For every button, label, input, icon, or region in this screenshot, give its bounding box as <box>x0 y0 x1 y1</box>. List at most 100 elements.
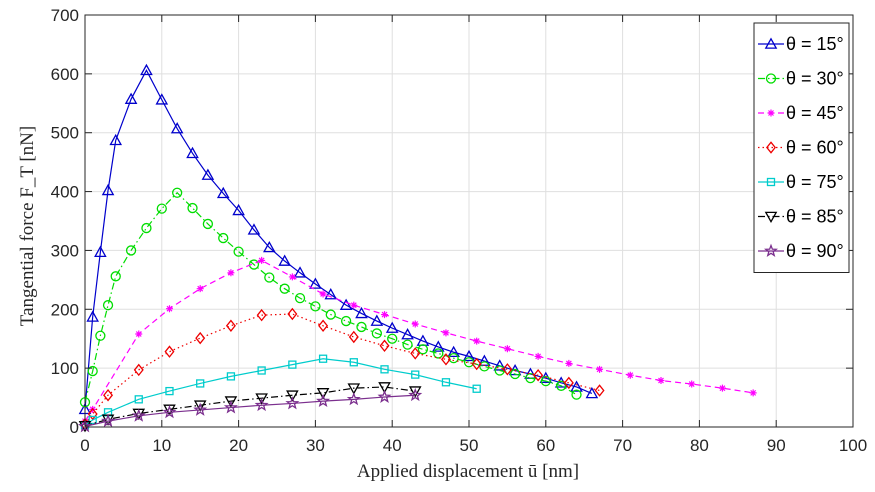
data-point <box>309 277 322 289</box>
data-point <box>258 256 266 264</box>
data-point <box>186 146 199 159</box>
data-point <box>325 309 336 320</box>
data-point <box>278 254 291 266</box>
legend: θ = 15° θ = 30° θ = 45° θ = 60° θ = 75° θ = 8… <box>753 22 850 273</box>
series-line <box>84 69 593 410</box>
series-line <box>84 358 477 426</box>
y-tick-label: 200 <box>51 300 79 319</box>
data-point <box>286 390 299 402</box>
data-point <box>355 306 368 319</box>
data-point <box>156 203 167 214</box>
data-point <box>263 240 276 253</box>
data-point <box>134 395 143 404</box>
x-tick-label: 10 <box>152 436 171 455</box>
data-point <box>763 243 779 257</box>
data-point <box>440 353 451 366</box>
data-point <box>196 379 205 388</box>
data-point <box>340 315 352 327</box>
plot-area <box>77 63 757 433</box>
x-tick-label: 80 <box>690 436 709 455</box>
data-point <box>379 339 390 353</box>
x-tick-label: 70 <box>613 436 632 455</box>
legend-entry: θ = 85° <box>758 207 844 227</box>
data-point <box>247 223 261 235</box>
data-point <box>462 349 476 362</box>
data-point <box>287 307 298 321</box>
series-4 <box>80 307 605 431</box>
data-point <box>556 380 567 391</box>
data-point <box>377 389 392 403</box>
series-line <box>84 259 754 422</box>
y-tick-label: 600 <box>51 65 79 84</box>
data-point <box>370 314 384 326</box>
data-point <box>348 330 359 344</box>
legend-entry: θ = 15° <box>758 34 844 54</box>
data-point <box>202 218 214 230</box>
series-line <box>84 313 600 425</box>
data-point <box>224 396 238 408</box>
data-point <box>347 383 361 395</box>
x-axis-label: Applied displacement ū [nm] <box>357 461 579 482</box>
data-point <box>255 393 268 405</box>
data-point <box>193 400 207 412</box>
data-point <box>525 372 536 384</box>
legend-entry: θ = 75° <box>758 172 844 192</box>
legend-label: θ = 30° <box>786 69 844 89</box>
legend-entry: θ = 30° <box>758 69 844 89</box>
data-point <box>227 269 235 277</box>
data-point <box>141 222 152 234</box>
data-point <box>657 377 665 385</box>
x-tick-label: 50 <box>460 436 479 455</box>
data-point <box>381 311 389 319</box>
data-point <box>479 361 490 372</box>
data-point <box>533 368 544 382</box>
data-point <box>371 328 382 339</box>
data-point <box>101 413 116 428</box>
data-point <box>279 283 290 294</box>
data-point <box>433 348 444 359</box>
data-point <box>502 363 513 376</box>
data-point <box>77 419 93 433</box>
data-point <box>223 400 238 414</box>
y-tick-label: 300 <box>51 241 79 260</box>
data-point <box>187 202 198 214</box>
series-line <box>84 191 577 403</box>
legend-entry: θ = 60° <box>758 138 844 158</box>
data-point <box>349 358 358 367</box>
y-axis-label: Tangential force F_T [nN] <box>17 126 38 326</box>
legend-entry: θ = 45° <box>758 103 844 123</box>
data-point <box>133 363 144 377</box>
x-tick-label: 100 <box>839 436 867 455</box>
data-point <box>131 408 146 422</box>
data-point <box>534 352 542 360</box>
data-point <box>88 415 97 425</box>
data-point <box>233 246 244 257</box>
data-point <box>402 339 413 350</box>
series-6 <box>78 382 422 433</box>
data-point <box>319 290 327 298</box>
x-tick-label: 60 <box>536 436 555 455</box>
data-point <box>324 288 338 300</box>
legend-label: θ = 85° <box>786 207 844 227</box>
data-point <box>195 331 206 345</box>
data-point <box>408 387 423 402</box>
data-point <box>565 359 573 367</box>
x-tick-label: 0 <box>80 436 89 455</box>
data-point <box>294 292 306 304</box>
legend-label: θ = 90° <box>786 241 844 261</box>
data-point <box>316 388 330 400</box>
data-point <box>585 386 599 399</box>
data-point <box>431 340 445 352</box>
data-point <box>87 407 98 421</box>
data-point <box>472 384 481 393</box>
data-point <box>165 305 173 313</box>
data-point <box>571 389 582 400</box>
series-7 <box>77 387 423 433</box>
data-point <box>124 92 138 104</box>
data-point <box>102 300 114 311</box>
legend-box <box>753 22 850 273</box>
data-point <box>339 298 353 310</box>
data-point <box>293 266 307 278</box>
data-point <box>471 357 482 371</box>
